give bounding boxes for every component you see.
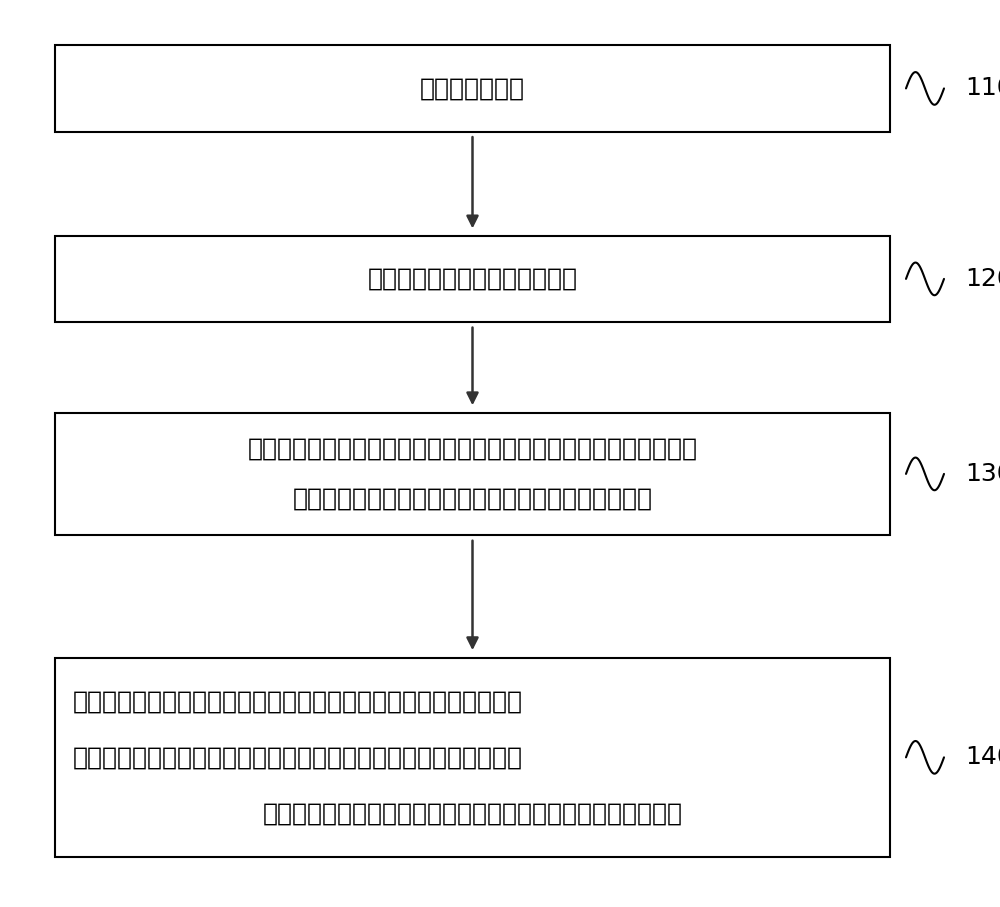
Bar bbox=[55, 658, 890, 857]
Bar bbox=[55, 236, 890, 322]
Text: 140: 140 bbox=[965, 746, 1000, 769]
Bar bbox=[55, 45, 890, 132]
Text: 第二绝缘层上设置有通孔，所述通孔裸露出所述源极和所述漏极: 第二绝缘层上设置有通孔，所述通孔裸露出所述源极和所述漏极 bbox=[262, 802, 682, 825]
Text: 提供一玻璃基板: 提供一玻璃基板 bbox=[420, 76, 525, 101]
Text: 110: 110 bbox=[965, 76, 1000, 101]
Text: 120: 120 bbox=[965, 267, 1000, 291]
Bar bbox=[55, 413, 890, 535]
Text: 在所述有源层远离所述玻璃基板的一侧设置第一绝缘层和栅极层，所: 在所述有源层远离所述玻璃基板的一侧设置第一绝缘层和栅极层，所 bbox=[248, 437, 698, 461]
Text: 在所述玻璃基板表面设置有源层: 在所述玻璃基板表面设置有源层 bbox=[368, 267, 578, 291]
Text: 130: 130 bbox=[965, 462, 1000, 486]
Text: 连接；所述第二绝缘层覆盖所述栅极层、所述源极和所述漏极，所述: 连接；所述第二绝缘层覆盖所述栅极层、所述源极和所述漏极，所述 bbox=[73, 746, 523, 769]
Text: 述栅极层设置于所述第一绝缘层远离所述玻璃基板一侧: 述栅极层设置于所述第一绝缘层远离所述玻璃基板一侧 bbox=[292, 487, 652, 511]
Text: 设置源极、漏极以及第二绝缘层，所述源极和所述漏极与所述有源层: 设置源极、漏极以及第二绝缘层，所述源极和所述漏极与所述有源层 bbox=[73, 689, 523, 713]
